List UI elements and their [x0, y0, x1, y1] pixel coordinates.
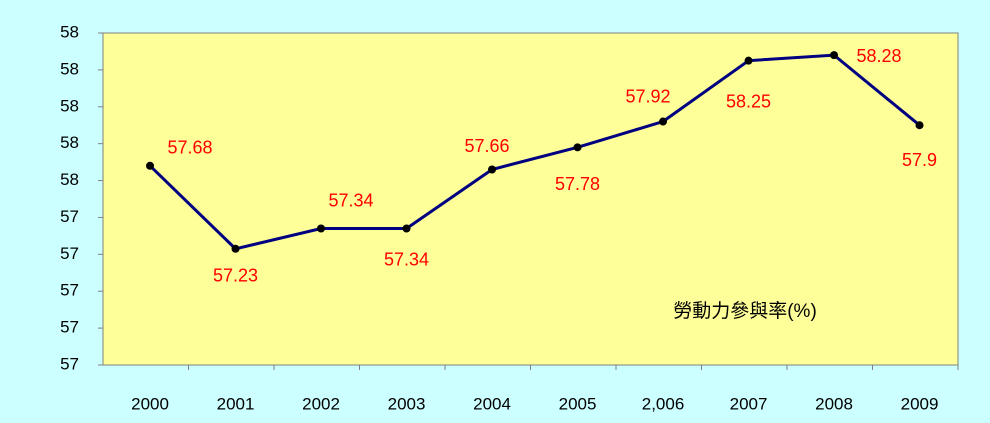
value-label: 57.34 [329, 190, 374, 210]
x-tick-label: 2007 [730, 394, 768, 413]
annotation: 勞動力參與率(%) [673, 300, 817, 322]
marker [659, 117, 668, 126]
value-label: 57.66 [465, 136, 510, 156]
y-tick-label: 58 [60, 96, 79, 115]
y-tick-label: 57 [60, 281, 79, 300]
value-label: 57.9 [902, 150, 937, 170]
marker [231, 244, 240, 253]
x-tick-label: 2,006 [642, 394, 685, 413]
x-tick-label: 2004 [473, 394, 511, 413]
x-tick-label: 2000 [131, 394, 169, 413]
value-label: 57.23 [213, 266, 258, 286]
value-label: 58.25 [726, 91, 771, 111]
plot-area [102, 32, 959, 366]
x-tick-label: 2003 [388, 394, 426, 413]
x-tick-label: 2002 [302, 394, 340, 413]
marker [402, 224, 411, 233]
marker [573, 143, 582, 152]
x-tick-label: 2009 [901, 394, 939, 413]
x-tick-label: 2005 [559, 394, 597, 413]
marker [146, 161, 155, 170]
x-tick-label: 2001 [217, 394, 255, 413]
value-label: 57.68 [168, 138, 213, 158]
marker [830, 51, 839, 60]
y-tick-label: 58 [60, 133, 79, 152]
marker [744, 56, 753, 65]
y-tick-label: 57 [60, 318, 79, 337]
marker [317, 224, 326, 233]
marker [915, 121, 924, 130]
value-label: 57.92 [626, 86, 671, 106]
y-tick-label: 58 [60, 22, 79, 41]
y-tick-label: 58 [60, 59, 79, 78]
value-label: 58.28 [857, 46, 902, 66]
marker [488, 165, 497, 174]
y-tick-label: 57 [60, 244, 79, 263]
value-label: 57.78 [555, 174, 600, 194]
x-tick-label: 2008 [815, 394, 853, 413]
y-tick-label: 57 [60, 207, 79, 226]
line [148, 53, 921, 251]
y-tick-label: 58 [60, 170, 79, 189]
y-tick-label: 57 [60, 354, 79, 373]
value-label: 57.34 [384, 249, 429, 269]
